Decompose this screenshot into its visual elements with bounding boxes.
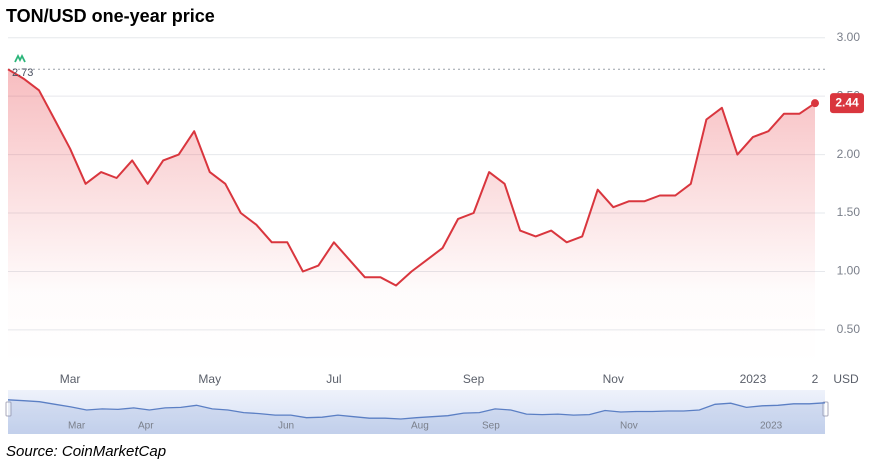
- start-icon: [14, 53, 26, 63]
- last-point: [811, 99, 819, 108]
- price-line: [7, 68, 816, 287]
- x-tick-label: May: [198, 372, 221, 386]
- navigator-area: [8, 399, 825, 434]
- y-tick-label: 1.50: [837, 205, 861, 219]
- last-price-label: 2.44: [835, 95, 859, 109]
- navigator-background: [8, 390, 825, 434]
- source-note: Source: CoinMarketCap: [6, 443, 166, 460]
- navigator-handle[interactable]: [822, 401, 829, 417]
- navigator-label: Apr: [138, 421, 154, 432]
- chart-title: TON/USD one-year price: [6, 6, 215, 26]
- y-tick-label: 2.00: [837, 147, 861, 161]
- last-price-badge: [830, 93, 864, 114]
- y-tick-label: 3.00: [837, 30, 861, 44]
- navigator-line: [7, 399, 826, 420]
- x-tick-label: Mar: [60, 372, 81, 386]
- x-tick-label: Sep: [463, 372, 485, 386]
- x-tick-label: Nov: [603, 372, 624, 386]
- start-value-label: 2.73: [12, 67, 33, 79]
- x-tick-label: 2023: [740, 372, 767, 386]
- x-tick-label: Jul: [326, 372, 341, 386]
- y-tick-label: 1.00: [837, 264, 861, 278]
- navigator-label: Mar: [68, 421, 86, 432]
- x-tick-label: 2: [812, 372, 819, 386]
- navigator-label: 2023: [760, 421, 783, 432]
- area: [8, 69, 815, 366]
- navigator-label: Nov: [620, 421, 638, 432]
- y-unit: USD: [833, 372, 859, 386]
- navigator-label: Sep: [482, 421, 500, 432]
- y-tick-label: 0.50: [837, 322, 861, 336]
- navigator-label: Jun: [278, 421, 294, 432]
- navigator-label: Aug: [411, 421, 429, 432]
- navigator-handle[interactable]: [5, 401, 12, 417]
